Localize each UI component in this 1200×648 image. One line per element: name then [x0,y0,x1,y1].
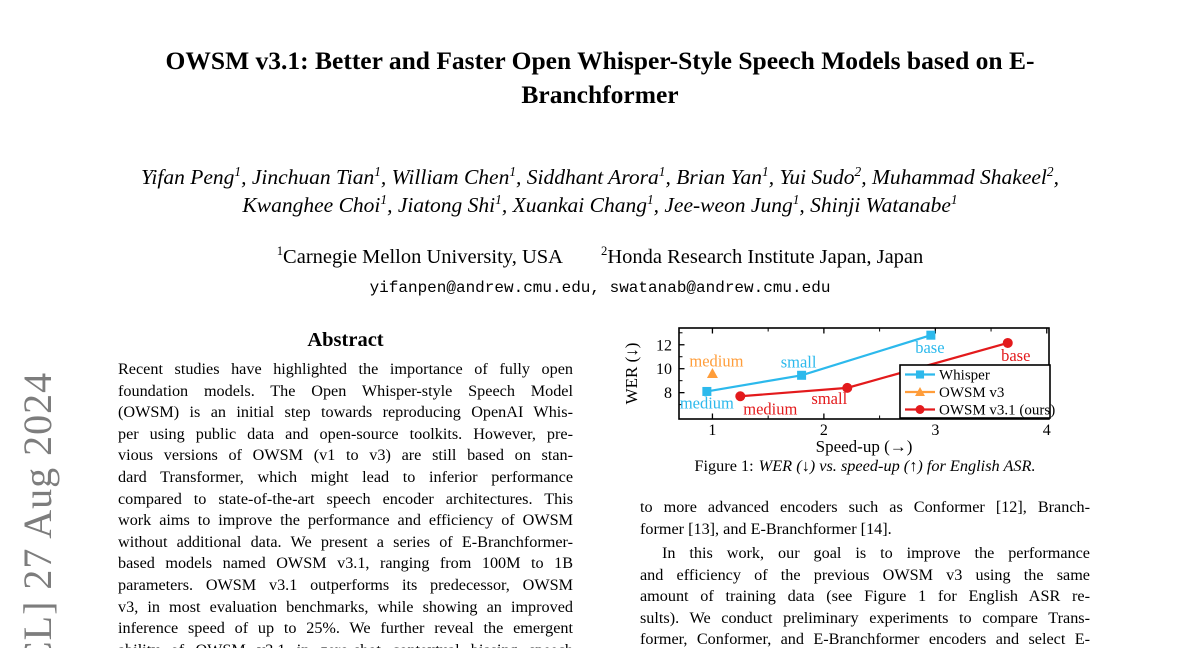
svg-text:3: 3 [931,422,939,439]
svg-text:base: base [1001,346,1030,365]
svg-text:Speed-up (→): Speed-up (→) [816,437,913,456]
abstract-line: foundation models. The Open Whisper-styl… [118,381,573,400]
body-line: former [13], and E-Branchformer [14]. [640,519,892,538]
abstract-line: dard Transformer, which might lead to in… [118,467,573,486]
abstract-line: inference speed of up to 25%. We further… [118,619,573,638]
arxiv-watermark: CL] 27 Aug 2024 [15,371,60,648]
svg-text:medium: medium [743,399,797,418]
svg-text:2: 2 [820,422,828,439]
affiliations-line: 1Carnegie Mellon University, USA 2Honda R… [0,244,1200,269]
affiliation: 2Honda Research Institute Japan, Japan [600,244,924,268]
body-paragraph-2: In this work, our goal is to improve the… [640,543,1090,648]
author-name: Jee-weon Jung1 [664,191,800,217]
caption-text: WER (↓) vs. speed-up (↑) for English ASR… [758,456,1036,475]
emails-line: yifanpen@andrew.cmu.edu, swatanab@andrew… [369,279,831,297]
svg-text:medium: medium [689,352,743,371]
svg-text:base: base [915,338,944,357]
author-name: Muhammad Shakeel2 [871,163,1054,189]
svg-text:8: 8 [664,385,672,402]
figure1-caption: Figure 1: WER (↓) vs. speed-up (↑) for En… [640,456,1090,476]
abstract-heading: Abstract [307,329,384,351]
body-paragraph-1: to more advanced encoders such as Confor… [640,497,1090,540]
abstract-line: compared to state-of-the-art speech enco… [118,489,573,508]
author-name: William Chen1 [391,163,516,189]
author-name: Yifan Peng1 [141,163,242,189]
svg-text:1: 1 [708,422,716,439]
abstract-text: Recent studies have highlighted the impo… [118,359,573,648]
author-name: Jinchuan Tian1 [251,163,381,189]
svg-text:10: 10 [656,361,672,378]
body-line: In this work, our goal is to improve the… [662,544,1090,562]
abstract-line: work aims to improve the performance and… [118,511,573,530]
svg-text:12: 12 [656,337,672,354]
body-line: amount of training data (see Figure 1 fo… [640,587,1090,606]
svg-text:small: small [781,352,817,371]
body-line: former, Conformer, and E-Branchformer en… [640,630,1090,648]
body-line: and efficiency of the previous OWSM v3 u… [640,565,1090,584]
abstract-line: (OWSM) is an initial step towards reprod… [118,403,573,422]
abstract-line: v3, in most evaluation benchmarks, while… [118,597,573,616]
abstract-line: Recent studies have highlighted the impo… [118,360,573,378]
abstract-line: parameters. OWSM v3.1 outperforms its pr… [118,575,573,594]
abstract-line: ability of OWSM v3.1 in zero-shot contex… [118,640,573,648]
author-name: Shinji Watanabe1 [810,191,958,217]
abstract-line: without additional data. We present a se… [118,532,573,551]
body-line: sults). We conduct preliminary experimen… [640,608,1090,627]
author-name: Xuankai Chang1 [512,191,654,217]
author-name: Brian Yan1 [676,163,769,189]
author-name: Yui Sudo2 [779,163,862,189]
affiliation: 1Carnegie Mellon University, USA [276,244,563,268]
abstract-line: based models named OWSM v3.1, ranging fr… [118,554,573,573]
svg-text:small: small [811,389,847,408]
body-line: to more advanced encoders such as Confor… [640,498,1090,516]
svg-text:Whisper: Whisper [939,368,990,384]
paper-title: OWSM v3.1: Better and Faster Open Whispe… [165,46,1035,109]
svg-text:OWSM v3.1 (ours): OWSM v3.1 (ours) [939,403,1055,419]
svg-text:4: 4 [1043,422,1051,439]
authors-line: Yifan Peng1, Jinchuan Tian1, William Che… [141,163,1059,217]
caption-prefix: Figure 1: [694,456,754,475]
svg-text:WER (↓): WER (↓) [622,343,641,405]
author-name: Siddhant Arora1 [526,163,666,189]
svg-text:medium: medium [680,393,734,412]
svg-text:OWSM v3: OWSM v3 [939,385,1004,401]
abstract-line: per using public data and open-source to… [118,424,573,443]
abstract-line: vious versions of OWSM (v1 to v3) are st… [118,446,573,465]
author-name: Jiatong Shi1 [397,191,502,217]
author-name: Kwanghee Choi1 [242,191,388,217]
